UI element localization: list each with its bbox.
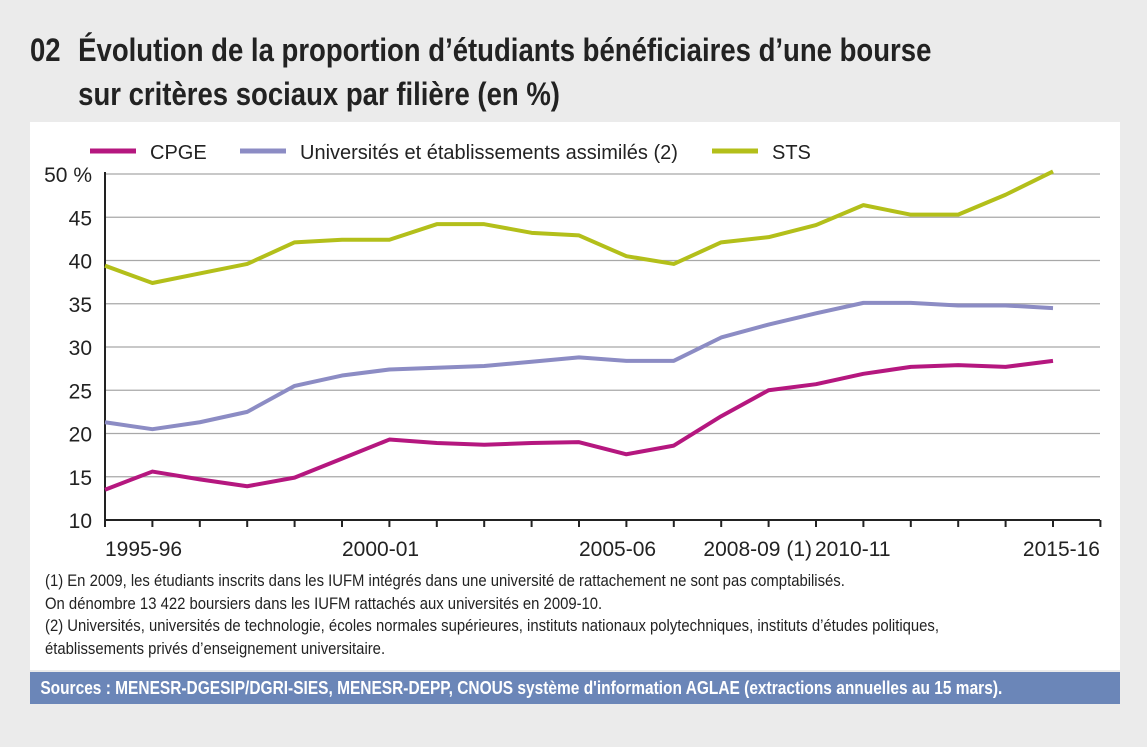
y-tick-label: 45	[69, 207, 92, 230]
footnotes: (1) En 2009, les étudiants inscrits dans…	[45, 570, 939, 660]
x-tick-label: 2010-11	[815, 538, 891, 561]
footnote-2-cont: établissements privés d’enseignement uni…	[45, 639, 386, 658]
series-line-2	[104, 169, 1054, 285]
series-line-0	[104, 358, 1054, 492]
sources-bar: Sources : MENESR-DGESIP/DGRI-SIES, MENES…	[30, 672, 1120, 704]
x-tick-label: 2008-09 (1)	[703, 538, 812, 561]
y-tick-label: 40	[69, 251, 92, 274]
x-tick-label: 1995-96	[105, 538, 182, 561]
legend-label-1: Universités et établissements assimilés …	[300, 142, 678, 164]
y-tick-label: 15	[69, 467, 92, 490]
y-tick-label: 10	[69, 510, 92, 533]
title-line-1: Évolution de la proportion d’étudiants b…	[78, 32, 932, 68]
y-tick-label: 25	[69, 380, 92, 403]
figure-title: 02 Évolution de la proportion d’étudiants…	[30, 28, 931, 116]
legend-label-2: STS	[772, 142, 811, 164]
y-tick-label: 30	[69, 337, 92, 360]
footnote-1: (1) En 2009, les étudiants inscrits dans…	[45, 572, 845, 590]
footnote-1-cont: On dénombre 13 422 boursiers dans les IU…	[45, 594, 603, 613]
y-tick-label: 35	[69, 294, 92, 317]
x-tick-label: 2005-06	[579, 538, 656, 561]
x-tick-label: 2015-16	[1023, 538, 1100, 561]
sources-text: Sources : MENESR-DGESIP/DGRI-SIES, MENES…	[40, 678, 1003, 698]
y-tick-label: 20	[69, 424, 92, 447]
legend-label-0: CPGE	[150, 142, 207, 164]
x-tick-label: 2000-01	[342, 538, 419, 561]
footnote-2: (2) Universités, universités de technolo…	[45, 617, 939, 635]
title-line-2: sur critères sociaux par filière (en %)	[78, 76, 560, 112]
y-tick-label: 50 %	[44, 164, 92, 187]
figure-number: 02	[30, 32, 61, 68]
